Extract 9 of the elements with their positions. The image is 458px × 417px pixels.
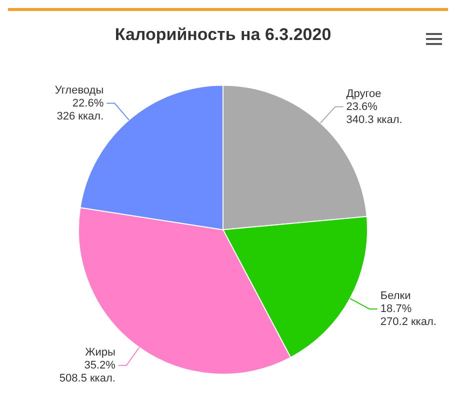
slice-label: Углеводы <box>54 84 104 96</box>
chart-title: Калорийность на 6.3.2020 <box>114 24 332 44</box>
data-label: 23.6% 340.3 ккал. <box>346 100 402 126</box>
data-label: 22.6% 326 ккал. <box>56 97 104 122</box>
slice-label: Белки <box>380 290 411 302</box>
slice-label: Другое <box>346 88 382 100</box>
data-label: 18.7% 270.2 ккал. <box>380 303 436 328</box>
slice-label: Жиры <box>85 346 116 358</box>
data-label: 35.2% 508.5 ккал. <box>59 359 116 384</box>
